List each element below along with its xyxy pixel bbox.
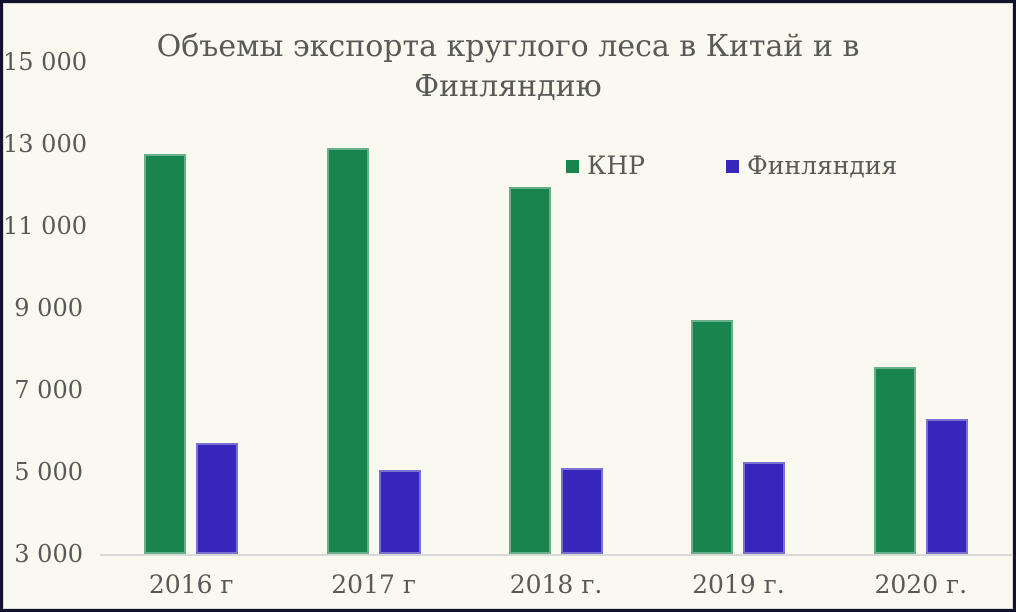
legend-item-knr: КНР: [566, 151, 645, 181]
chart-title: Объемы экспорта круглого леса в Китай и …: [3, 27, 1013, 107]
bar-finland-2018: [561, 467, 603, 554]
x-axis-category-label-4: 2020 г.: [874, 570, 968, 599]
x-axis-line: [100, 554, 1012, 556]
bar-knr-2017: [326, 148, 369, 554]
bar-knr-2019: [691, 320, 734, 554]
chart-title-line-2: Финляндию: [414, 69, 602, 104]
chart-title-line-1: Объемы экспорта круглого леса в Китай и …: [156, 29, 860, 64]
x-axis-category-label-3: 2019 г.: [692, 570, 785, 599]
bar-finland-2019: [743, 461, 786, 554]
legend-swatch-finland: [726, 159, 739, 173]
y-axis-tick-label-2: 7 000: [14, 376, 83, 404]
legend-swatch-knr: [566, 159, 579, 173]
bar-finland-2020: [925, 418, 968, 554]
bar-finland-2016: [196, 443, 239, 554]
bar-finland-2017: [378, 469, 421, 554]
y-axis-tick-label-1: 5 000: [14, 458, 83, 486]
legend-item-finland: Финляндия: [726, 151, 897, 181]
y-axis-tick-label-3: 9 000: [14, 294, 83, 322]
bar-knr-2016: [144, 154, 187, 554]
y-axis-tick-label-6: 15 000: [3, 48, 87, 76]
x-axis-category-label-2: 2018 г.: [509, 570, 603, 599]
x-axis-category-label-0: 2016 г: [148, 570, 234, 599]
legend-label-knr: КНР: [587, 151, 645, 180]
y-axis-tick-label-5: 13 000: [3, 130, 87, 158]
x-axis-category-label-1: 2017 г: [331, 570, 416, 599]
legend-label-finland: Финляндия: [747, 151, 898, 180]
y-axis-tick-label-0: 3 000: [14, 540, 83, 568]
y-axis-tick-label-4: 11 000: [3, 212, 87, 240]
bar-knr-2020: [873, 367, 916, 554]
bar-knr-2018: [509, 187, 551, 554]
